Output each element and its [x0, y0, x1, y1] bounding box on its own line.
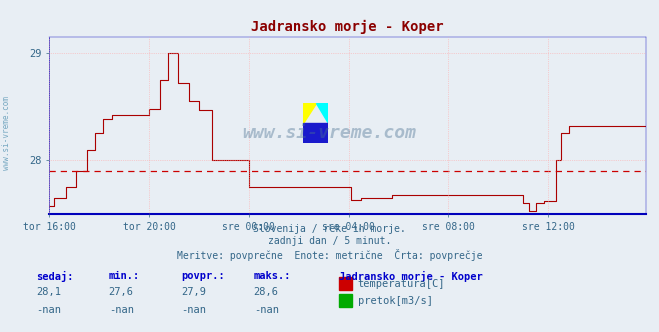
Text: -nan: -nan	[109, 305, 134, 315]
Text: temperatura[C]: temperatura[C]	[358, 279, 445, 289]
Text: sedaj:: sedaj:	[36, 271, 74, 282]
Text: Meritve: povprečne  Enote: metrične  Črta: povprečje: Meritve: povprečne Enote: metrične Črta:…	[177, 249, 482, 261]
Text: -nan: -nan	[181, 305, 206, 315]
Text: pretok[m3/s]: pretok[m3/s]	[358, 296, 433, 306]
Text: -nan: -nan	[36, 305, 61, 315]
Text: maks.:: maks.:	[254, 271, 291, 281]
Title: Jadransko morje - Koper: Jadransko morje - Koper	[251, 20, 444, 34]
Text: -nan: -nan	[254, 305, 279, 315]
Text: www.si-vreme.com: www.si-vreme.com	[243, 124, 416, 142]
Text: zadnji dan / 5 minut.: zadnji dan / 5 minut.	[268, 236, 391, 246]
Text: www.si-vreme.com: www.si-vreme.com	[2, 96, 11, 170]
Text: Slovenija / reke in morje.: Slovenija / reke in morje.	[253, 224, 406, 234]
Polygon shape	[303, 103, 316, 123]
Text: 27,6: 27,6	[109, 287, 134, 297]
Text: 28,6: 28,6	[254, 287, 279, 297]
Text: Jadransko morje - Koper: Jadransko morje - Koper	[339, 271, 483, 282]
Text: povpr.:: povpr.:	[181, 271, 225, 281]
Text: min.:: min.:	[109, 271, 140, 281]
Text: 28,1: 28,1	[36, 287, 61, 297]
Text: 27,9: 27,9	[181, 287, 206, 297]
Polygon shape	[303, 123, 328, 143]
Polygon shape	[316, 103, 328, 123]
